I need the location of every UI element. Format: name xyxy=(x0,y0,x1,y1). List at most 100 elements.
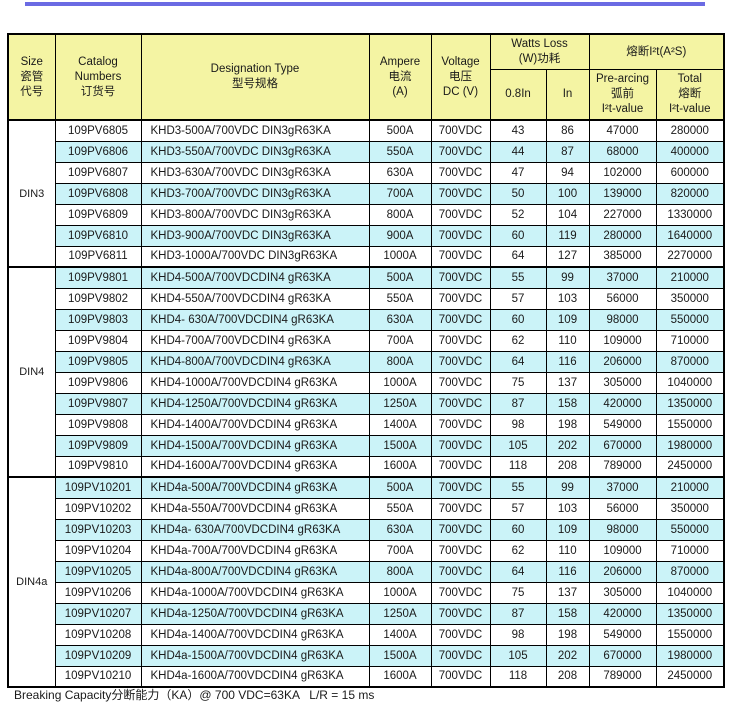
catalog-number-cell: 109PV10209 xyxy=(54,644,142,667)
catalog-number-cell: 109PV9808 xyxy=(54,413,142,436)
designation-cell: KHD4a-800A/700VDCDIN4 gR63KA xyxy=(140,560,370,583)
ampere-cell: 900A xyxy=(368,224,432,247)
watts-in-cell: 202 xyxy=(545,644,590,667)
total-i2t-cell: 1040000 xyxy=(655,581,725,604)
designation-cell: KHD4a-1400A/700VDCDIN4 gR63KA xyxy=(140,623,370,646)
watts-in-cell: 100 xyxy=(545,182,590,205)
ampere-cell: 500A xyxy=(368,476,432,499)
size-group-label: DIN3 xyxy=(7,119,56,268)
ampere-cell: 1600A xyxy=(368,665,432,688)
voltage-cell: 700VDC xyxy=(430,644,491,667)
catalog-number-cell: 109PV6805 xyxy=(54,119,142,142)
watts-in-cell: 198 xyxy=(545,623,590,646)
total-i2t-cell: 2270000 xyxy=(655,245,725,268)
ampere-cell: 630A xyxy=(368,161,432,184)
total-i2t-cell: 1980000 xyxy=(655,434,725,457)
table-row: DIN4 109PV9801 KHD4-500A/700VDCDIN4 gR63KA… xyxy=(7,266,725,478)
designation-cell: KHD4- 630A/700VDCDIN4 gR63KA xyxy=(140,308,370,331)
table-row: 109PV10210 KHD4a-1600A/700VDCDIN4 gR63KA 1… xyxy=(8,665,725,688)
watts-in-cell: 110 xyxy=(545,329,590,352)
designation-cell: KHD3-1000A/700VDC DIN3gR63KA xyxy=(140,245,370,268)
table-row: 109PV10202 KHD4a-550A/700VDCDIN4 gR63KA 55… xyxy=(8,497,725,520)
size-group-label: DIN4a xyxy=(7,476,56,688)
ampere-cell: 1600A xyxy=(368,455,432,478)
catalog-number-cell: 109PV6806 xyxy=(54,140,142,163)
watts-08in-cell: 64 xyxy=(489,245,547,268)
fuse-spec-table: Size 瓷管 代号 Catalog Numbers 订货号 Designati… xyxy=(7,33,726,688)
prearcing-i2t-cell: 37000 xyxy=(588,266,657,289)
table-row: 109PV9804 KHD4-700A/700VDCDIN4 gR63KA 700A… xyxy=(8,329,725,352)
watts-08in-cell: 105 xyxy=(489,644,547,667)
prearcing-i2t-cell: 420000 xyxy=(588,602,657,625)
watts-08in-cell: 98 xyxy=(489,623,547,646)
watts-08in-cell: 87 xyxy=(489,392,547,415)
total-i2t-cell: 820000 xyxy=(655,182,725,205)
col-header-in: In xyxy=(545,69,590,121)
watts-in-cell: 104 xyxy=(545,203,590,226)
designation-cell: KHD4-700A/700VDCDIN4 gR63KA xyxy=(140,329,370,352)
watts-08in-cell: 64 xyxy=(489,350,547,373)
prearcing-i2t-cell: 670000 xyxy=(588,644,657,667)
top-accent-bar xyxy=(25,2,705,6)
designation-cell: KHD3-900A/700VDC DIN3gR63KA xyxy=(140,224,370,247)
total-i2t-cell: 1550000 xyxy=(655,623,725,646)
table-row: 109PV9805 KHD4-800A/700VDCDIN4 gR63KA 800A… xyxy=(8,350,725,373)
table-row: 109PV6806 KHD3-550A/700VDC DIN3gR63KA 550A… xyxy=(8,140,725,163)
prearcing-i2t-cell: 280000 xyxy=(588,224,657,247)
voltage-cell: 700VDC xyxy=(430,602,491,625)
table-row: DIN3 109PV6805 KHD3-500A/700VDC DIN3gR63KA… xyxy=(7,119,725,268)
watts-in-cell: 208 xyxy=(545,455,590,478)
table-row: 109PV6810 KHD3-900A/700VDC DIN3gR63KA 900A… xyxy=(8,224,725,247)
table-row: 109PV10207 KHD4a-1250A/700VDCDIN4 gR63KA 1… xyxy=(8,602,725,625)
ampere-cell: 700A xyxy=(368,182,432,205)
header-row-sub: 0.8In In Pre-arcing 弧前 I²t-value Total 熔… xyxy=(8,69,725,121)
prearcing-i2t-cell: 109000 xyxy=(588,329,657,352)
table-row: 109PV9809 KHD4-1500A/700VDCDIN4 gR63KA 150… xyxy=(8,434,725,457)
catalog-number-cell: 109PV9805 xyxy=(54,350,142,373)
prearcing-i2t-cell: 789000 xyxy=(588,455,657,478)
ampere-cell: 1000A xyxy=(368,581,432,604)
catalog-number-cell: 109PV10205 xyxy=(54,560,142,583)
watts-08in-cell: 64 xyxy=(489,560,547,583)
table-row: 109PV6807 KHD3-630A/700VDC DIN3gR63KA 630A… xyxy=(8,161,725,184)
watts-08in-cell: 60 xyxy=(489,308,547,331)
ampere-cell: 1400A xyxy=(368,623,432,646)
catalog-number-cell: 109PV10210 xyxy=(54,665,142,688)
watts-in-cell: 99 xyxy=(545,266,590,289)
designation-cell: KHD4a-1600A/700VDCDIN4 gR63KA xyxy=(140,665,370,688)
designation-cell: KHD3-550A/700VDC DIN3gR63KA xyxy=(140,140,370,163)
designation-cell: KHD3-630A/700VDC DIN3gR63KA xyxy=(140,161,370,184)
table-row: 109PV9806 KHD4-1000A/700VDCDIN4 gR63KA 100… xyxy=(8,371,725,394)
total-i2t-cell: 350000 xyxy=(655,287,725,310)
watts-08in-cell: 43 xyxy=(489,119,547,142)
prearcing-i2t-cell: 789000 xyxy=(588,665,657,688)
prearcing-i2t-cell: 206000 xyxy=(588,560,657,583)
ampere-cell: 550A xyxy=(368,497,432,520)
prearcing-i2t-cell: 102000 xyxy=(588,161,657,184)
table-row: 109PV6808 KHD3-700A/700VDC DIN3gR63KA 700A… xyxy=(8,182,725,205)
watts-08in-cell: 57 xyxy=(489,497,547,520)
total-i2t-cell: 350000 xyxy=(655,497,725,520)
watts-08in-cell: 62 xyxy=(489,329,547,352)
catalog-number-cell: 109PV10206 xyxy=(54,581,142,604)
total-i2t-cell: 1330000 xyxy=(655,203,725,226)
voltage-cell: 700VDC xyxy=(430,476,491,499)
voltage-cell: 700VDC xyxy=(430,224,491,247)
ampere-cell: 800A xyxy=(368,560,432,583)
watts-in-cell: 86 xyxy=(545,119,590,142)
designation-cell: KHD4a-550A/700VDCDIN4 gR63KA xyxy=(140,497,370,520)
catalog-number-cell: 109PV10207 xyxy=(54,602,142,625)
prearcing-i2t-cell: 56000 xyxy=(588,497,657,520)
total-i2t-cell: 280000 xyxy=(655,119,725,142)
designation-cell: KHD4-1400A/700VDCDIN4 gR63KA xyxy=(140,413,370,436)
watts-in-cell: 158 xyxy=(545,602,590,625)
designation-cell: KHD4a-500A/700VDCDIN4 gR63KA xyxy=(140,476,370,499)
table-row: 109PV9802 KHD4-550A/700VDCDIN4 gR63KA 550A… xyxy=(8,287,725,310)
ampere-cell: 700A xyxy=(368,539,432,562)
watts-in-cell: 127 xyxy=(545,245,590,268)
table-row: DIN4a 109PV10201 KHD4a-500A/700VDCDIN4 gR6… xyxy=(7,476,725,688)
ampere-cell: 800A xyxy=(368,203,432,226)
watts-in-cell: 137 xyxy=(545,581,590,604)
table-row: 109PV10204 KHD4a-700A/700VDCDIN4 gR63KA 70… xyxy=(8,539,725,562)
